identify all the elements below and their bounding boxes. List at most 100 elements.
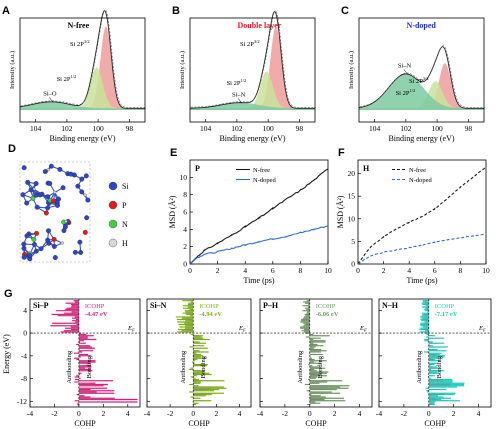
x-tick-label: 4 (126, 409, 130, 418)
si-atom (85, 197, 91, 203)
xps-envelope-line (19, 10, 145, 109)
x-tick-label: 8 (299, 266, 303, 275)
h-atom (60, 241, 64, 245)
annotation-arrow (403, 69, 409, 75)
si-atom (60, 185, 66, 191)
y-tick-label: 0 (351, 260, 355, 269)
si-atom (20, 192, 26, 198)
si-atom (33, 192, 39, 198)
si-atom (52, 255, 58, 261)
x-tick-label: 104 (30, 124, 42, 133)
x-axis-label: COHP (305, 419, 327, 428)
si-atom (78, 250, 84, 255)
y-axis-label: Intensity (a.u.) (348, 51, 355, 89)
si-atom (55, 202, 60, 208)
icohp-value: -4.47 eV (85, 311, 108, 318)
component-peak-fill (190, 102, 315, 110)
component-peak-fill (190, 26, 315, 110)
si2p32-label: Si 2P3/2 (240, 39, 260, 48)
si-atom (33, 248, 39, 254)
legend-atom-swatch (108, 200, 118, 210)
bonding-label: Bonding (86, 355, 93, 378)
x-tick-label: 2 (214, 409, 218, 418)
antibonding-label: Antibonding (180, 350, 187, 384)
si-atom (57, 166, 63, 172)
si-atom (72, 249, 78, 255)
xps-axes-frame (19, 17, 146, 123)
icohp-value: -4.94 eV (199, 311, 222, 318)
msd-series-line (189, 168, 329, 265)
legend-atom-swatch (108, 219, 118, 229)
si-atom (75, 183, 81, 189)
si2p32-label: Si 2P3/2 (409, 76, 429, 85)
xps-fit-line (190, 10, 316, 108)
y-axis-label: Intensity (a.u.) (179, 51, 186, 89)
panel-title: N-doped (407, 21, 437, 30)
antibonding-label: Antibonding (66, 350, 73, 384)
si-atom (48, 163, 54, 169)
bonding-label: Bonding (200, 355, 207, 378)
x-tick-label: -4 (144, 409, 150, 418)
x-tick-label: -4 (257, 409, 263, 418)
panel-letter: G (4, 288, 13, 300)
x-tick-label: 2 (333, 409, 337, 418)
satellite-peak-label: Si–N (398, 63, 412, 70)
bonding-label: Bonding (317, 355, 324, 378)
si-atom (83, 173, 89, 179)
bond-pair-label: P–H (263, 301, 279, 310)
x-tick-label: 0 (356, 266, 360, 275)
x-axis-label: Binding energy (eV) (219, 134, 285, 143)
x-tick-label: 104 (369, 124, 381, 133)
si2p12-label: Si 2P1/2 (396, 88, 416, 97)
x-tick-label: 98 (465, 124, 473, 133)
x-tick-label: -2 (51, 409, 57, 418)
legend-atom-label: P (122, 201, 127, 210)
x-tick-label: 100 (93, 124, 105, 133)
component-peak-fill (359, 63, 484, 110)
panel-letter: D (8, 143, 16, 155)
msd-series-line (189, 225, 329, 265)
y-axis-label: Energy (eV) (2, 334, 11, 374)
legend-atom-swatch (108, 181, 118, 191)
x-axis-label: Time (ps) (406, 276, 437, 285)
component-peak-fill (20, 26, 145, 110)
y-axis-label: MSD (Å²) (336, 195, 345, 228)
component-peak-fill (20, 101, 145, 110)
satellite-peak-label: Si–N (232, 91, 246, 98)
x-tick-label: 0 (308, 409, 312, 418)
xps-fit-line (359, 45, 485, 108)
y-tick-label: 10 (348, 214, 356, 223)
y-tick-label: -12 (17, 397, 27, 406)
si-atom (21, 241, 27, 247)
y-axis-label: Intensity (a.u.) (9, 51, 16, 89)
x-tick-label: 102 (61, 124, 73, 133)
legend-series-label: N-doped (253, 177, 276, 184)
x-tick-label: 0 (427, 409, 431, 418)
x-tick-label: 102 (231, 124, 243, 133)
legend-series-label: N-free (253, 167, 270, 174)
x-tick-label: 104 (200, 124, 212, 133)
si-atom (21, 245, 27, 251)
x-tick-label: 6 (271, 266, 275, 275)
y-axis-label: MSD (Å²) (168, 195, 177, 228)
x-tick-label: 6 (433, 266, 437, 275)
x-tick-label: 98 (126, 124, 134, 133)
msd-series-line (357, 233, 487, 265)
legend-atom-label: Si (122, 182, 129, 191)
x-axis-label: COHP (424, 419, 446, 428)
panel-title: N-free (68, 21, 90, 30)
icohp-label: ICOHP (435, 303, 455, 310)
x-tick-label: 100 (432, 124, 444, 133)
si-atom (21, 165, 27, 171)
x-axis-label: Time (ps) (243, 276, 274, 285)
antibonding-label: Antibonding (297, 350, 304, 384)
fermi-level-label: EF (238, 325, 246, 333)
panel-species-label: H (363, 164, 370, 173)
panel-letter: B (172, 5, 180, 17)
y-tick-label: 8 (183, 190, 187, 199)
msd-series-line (357, 166, 487, 265)
si-atom (28, 187, 34, 193)
x-tick-label: 2 (101, 409, 105, 418)
x-tick-label: -2 (282, 409, 288, 418)
si-atom (32, 241, 37, 247)
